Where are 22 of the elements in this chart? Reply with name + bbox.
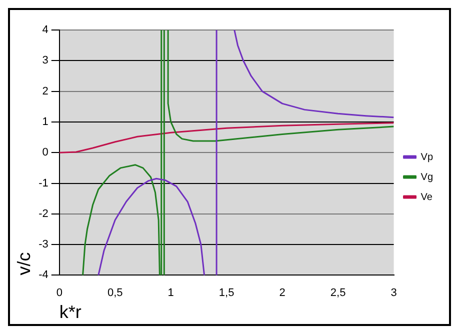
y-tick-label: 1	[42, 116, 48, 128]
y-tick-label: -2	[38, 208, 48, 220]
x-tick-label: 3	[390, 286, 397, 299]
legend-label: Vg	[420, 172, 434, 183]
legend-label: Vp	[420, 152, 434, 163]
y-axis-title: v/c	[14, 252, 34, 276]
y-tick-label: 0	[42, 146, 48, 159]
x-tick-label: 0	[56, 286, 62, 299]
x-tick-label: 2,5	[330, 286, 346, 299]
y-tick-label: 4	[42, 24, 48, 36]
y-tick-label: 3	[42, 54, 48, 67]
y-tick-label: 2	[42, 85, 48, 98]
x-tick-label: 2	[279, 286, 286, 299]
y-tick-label: -4	[38, 269, 48, 282]
x-tick-label: 0,5	[107, 286, 123, 299]
x-tick-label: 1,5	[218, 286, 234, 299]
legend-label: Ve	[420, 192, 433, 203]
chart-frame: k*r v/c Vp Vg Ve 0 0,5 1 1,5 2 2,5 3 -4 -3 -2 -1 0 1 2 3 4	[8, 8, 451, 326]
x-axis-title: k*r	[59, 302, 82, 322]
y-tick-label: -3	[38, 238, 48, 251]
y-tick-label: -1	[38, 177, 48, 190]
x-tick-label: 1	[168, 286, 174, 299]
